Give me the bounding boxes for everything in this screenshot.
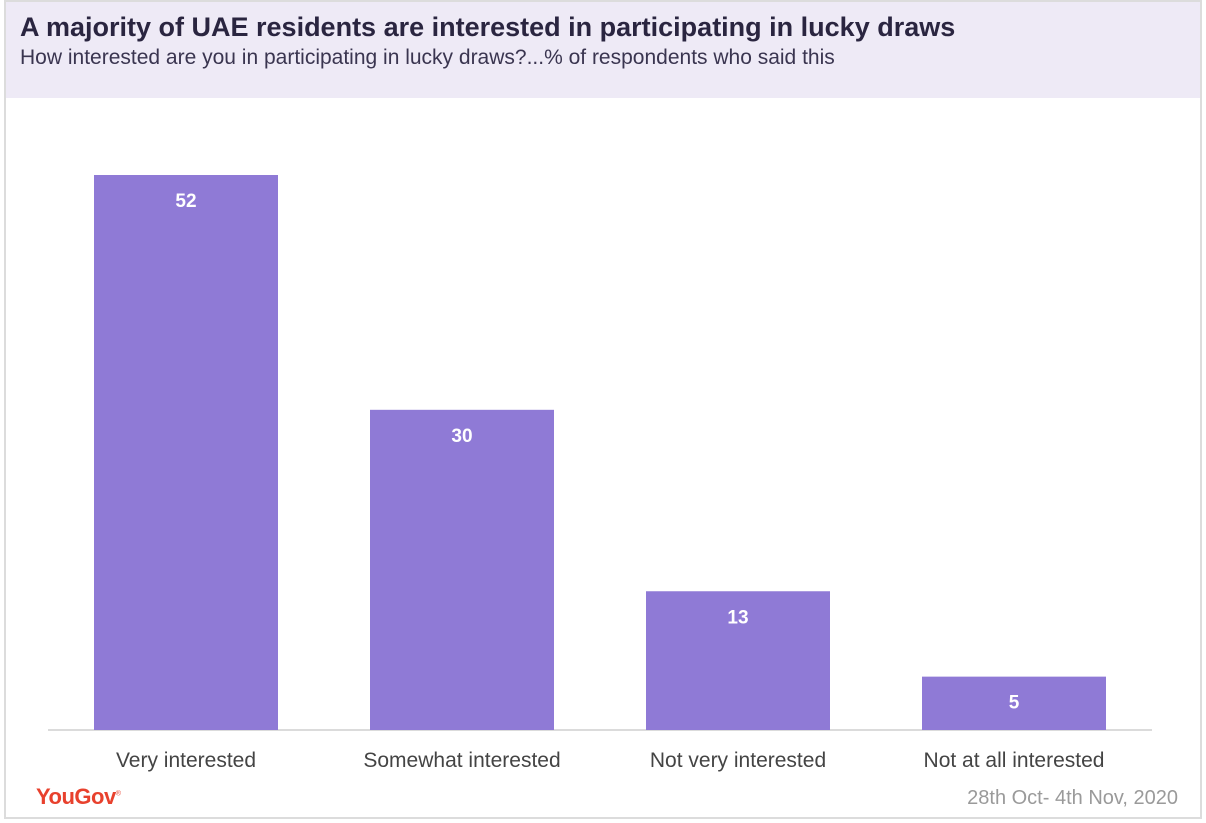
data-label: 30 [451, 426, 472, 447]
bar [94, 175, 278, 730]
bar [370, 409, 554, 730]
data-label: 52 [175, 191, 196, 212]
bar-chart: 52 Very interested 30 Somewhat interested 13… [48, 175, 1152, 772]
x-tick-label: Not very interested [650, 749, 826, 772]
chart-subtitle: How interested are you in participating … [20, 46, 835, 69]
x-tick-label: Somewhat interested [363, 749, 560, 772]
survey-date: 28th Oct- 4th Nov, 2020 [967, 787, 1178, 809]
chart-header: A majority of UAE residents are interest… [6, 2, 1200, 98]
yougov-logo: YouGov® [36, 784, 121, 810]
chart-title: A majority of UAE residents are interest… [20, 12, 956, 42]
bar [922, 676, 1106, 730]
brand-name: YouGov [36, 784, 116, 809]
x-tick-label: Very interested [116, 749, 256, 772]
registered-mark: ® [115, 790, 121, 798]
bar [646, 591, 830, 730]
data-label: 13 [727, 607, 748, 628]
data-label: 5 [1009, 693, 1020, 714]
x-tick-label: Not at all interested [924, 749, 1105, 772]
